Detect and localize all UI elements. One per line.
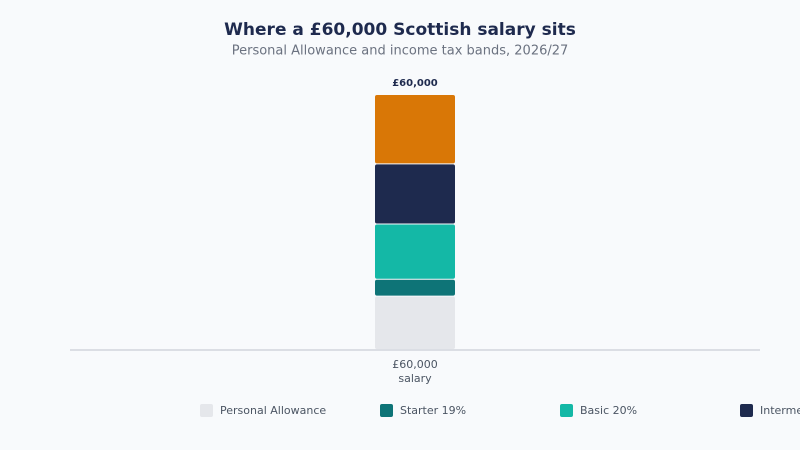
legend-label: Intermediate 21% — [760, 404, 800, 417]
legend-label: Starter 19% — [400, 404, 466, 417]
bar-segment — [375, 296, 455, 349]
x-tick-label: £60,000 salary — [392, 358, 438, 385]
bar-segment — [375, 95, 455, 164]
chart-subtitle: Personal Allowance and income tax bands,… — [232, 44, 569, 59]
legend-label: Basic 20% — [580, 404, 637, 417]
legend-swatch — [200, 404, 213, 417]
legend-swatch — [740, 404, 753, 417]
bar-segment — [375, 279, 455, 296]
total-label: £60,000 — [392, 78, 438, 89]
bar-segment — [375, 164, 455, 224]
bar-segment — [375, 224, 455, 279]
legend-swatch — [380, 404, 393, 417]
legend-label: Personal Allowance — [220, 404, 326, 417]
legend-swatch — [560, 404, 573, 417]
chart-title: Where a £60,000 Scottish salary sits — [224, 20, 576, 40]
